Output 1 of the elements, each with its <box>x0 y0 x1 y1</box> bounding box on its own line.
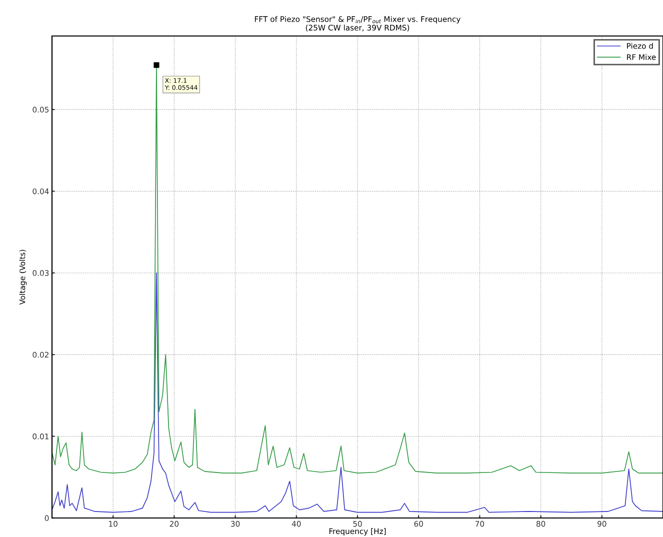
line-series <box>52 272 663 513</box>
